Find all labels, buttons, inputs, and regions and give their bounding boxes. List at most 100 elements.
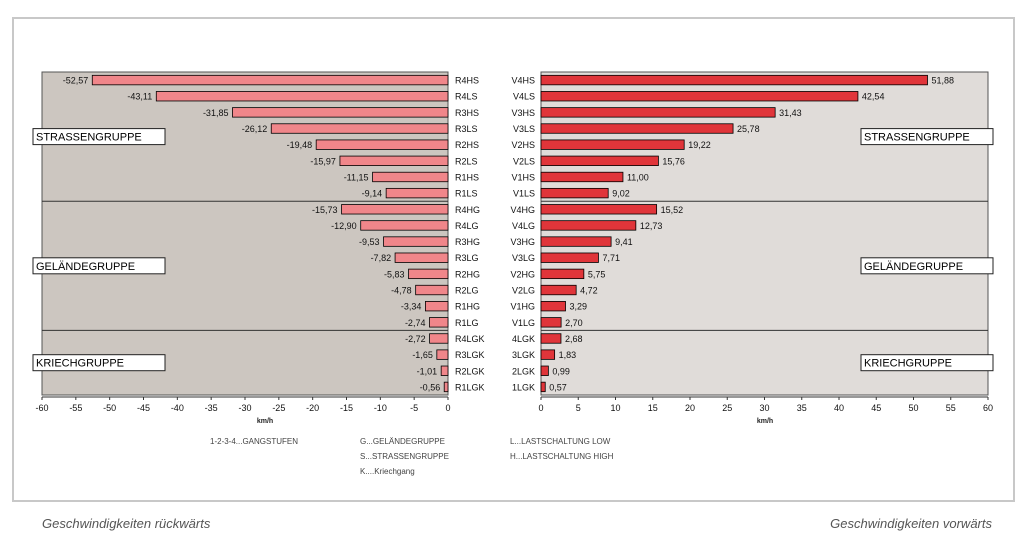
- forward-bar-V4HG: [540, 204, 658, 215]
- reverse-category-label: R2LGK: [455, 366, 485, 376]
- reverse-bar-R3LGK: [436, 349, 449, 360]
- reverse-value-label: -19,48: [287, 140, 313, 150]
- reverse-x-tick-label: 0: [445, 403, 450, 413]
- reverse-x-tick-label: -40: [171, 403, 184, 413]
- forward-value-label: 42,54: [862, 92, 885, 102]
- reverse-bar-R1HG: [424, 301, 449, 312]
- reverse-category-label: R3LGK: [455, 350, 485, 360]
- forward-value-label: 1,83: [559, 350, 577, 360]
- reverse-value-label: -1,01: [417, 366, 438, 376]
- legend-g: G...GELÄNDEGRUPPE: [360, 437, 445, 446]
- forward-group-label: STRASSENGRUPPE: [864, 132, 970, 144]
- forward-group-box: [860, 128, 994, 146]
- forward-bar-2LGK: [540, 365, 549, 376]
- forward-category-label: 3LGK: [512, 350, 535, 360]
- forward-bar-1LGK: [540, 381, 546, 393]
- forward-panel: [540, 71, 989, 396]
- forward-group-box: [860, 257, 994, 275]
- reverse-category-label: R2LS: [455, 156, 478, 166]
- forward-x-tick-label: 20: [685, 403, 695, 413]
- reverse-value-label: -15,97: [310, 156, 336, 166]
- reverse-value-label: -5,83: [384, 269, 405, 279]
- legend-h: H...LASTSCHALTUNG HIGH: [510, 452, 614, 461]
- forward-x-tick-label: 25: [722, 403, 732, 413]
- forward-category-label: 2LGK: [512, 366, 535, 376]
- forward-category-label: V2LG: [512, 286, 535, 296]
- forward-category-label: V2HG: [510, 269, 535, 279]
- reverse-bar-R1HS: [372, 171, 449, 183]
- forward-group-box: [860, 354, 994, 372]
- reverse-value-label: -4,78: [391, 286, 412, 296]
- reverse-category-label: R4LS: [455, 92, 478, 102]
- reverse-value-label: -43,11: [127, 92, 152, 102]
- reverse-group-box: [32, 257, 166, 275]
- reverse-bar-R4LGK: [429, 333, 449, 344]
- reverse-bar-R4LG: [360, 220, 449, 231]
- reverse-bar-R2LG: [415, 284, 449, 296]
- forward-value-label: 5,75: [588, 269, 606, 279]
- reverse-value-label: -12,90: [331, 221, 357, 231]
- reverse-category-label: R2LG: [455, 286, 479, 296]
- forward-value-label: 9,02: [612, 189, 630, 199]
- reverse-category-label: R4LGK: [455, 334, 485, 344]
- forward-category-label: V4HS: [511, 76, 535, 86]
- reverse-panel: [41, 71, 449, 396]
- reverse-x-tick-label: -45: [137, 403, 150, 413]
- reverse-bar-R2HG: [408, 268, 449, 280]
- reverse-bar-R2HS: [315, 139, 449, 150]
- forward-bar-V3LG: [540, 252, 599, 263]
- forward-bar-V1LG: [540, 317, 562, 328]
- forward-category-label: V2LS: [513, 156, 535, 166]
- reverse-category-label: R4LG: [455, 221, 479, 231]
- forward-bar-V2LG: [540, 284, 577, 296]
- forward-bar-V1HG: [540, 301, 566, 312]
- forward-category-label: V4LS: [513, 92, 535, 102]
- forward-value-label: 12,73: [640, 221, 663, 231]
- caption-reverse: Geschwindigkeiten rückwärts: [42, 516, 211, 531]
- reverse-bar-R4HG: [341, 204, 449, 215]
- reverse-value-label: -11,15: [344, 172, 369, 182]
- reverse-category-label: R1LGK: [455, 382, 485, 392]
- reverse-category-label: R2HG: [455, 269, 480, 279]
- reverse-bar-R2LGK: [440, 365, 449, 376]
- reverse-x-tick-label: -30: [238, 403, 251, 413]
- reverse-category-label: R1HG: [455, 302, 480, 312]
- reverse-value-label: -9,53: [359, 237, 380, 247]
- forward-category-label: V4LG: [512, 221, 535, 231]
- forward-bar-V3LS: [540, 123, 734, 134]
- reverse-category-label: R1LG: [455, 318, 479, 328]
- reverse-category-label: R1LS: [455, 189, 478, 199]
- reverse-value-label: -52,57: [63, 76, 89, 86]
- forward-bar-4LGK: [540, 333, 562, 344]
- forward-value-label: 31,43: [779, 108, 802, 118]
- reverse-value-label: -26,12: [242, 124, 268, 134]
- forward-category-label: V3HS: [511, 108, 535, 118]
- reverse-value-label: -0,56: [420, 382, 441, 392]
- reverse-group-label: KRIECHGRUPPE: [36, 358, 124, 370]
- legend-l: L...LASTSCHALTUNG LOW: [510, 437, 611, 446]
- reverse-bar-R1LG: [429, 317, 449, 328]
- reverse-value-label: -2,72: [405, 334, 426, 344]
- forward-x-tick-label: 40: [834, 403, 844, 413]
- forward-value-label: 4,72: [580, 286, 598, 296]
- reverse-group-label: STRASSENGRUPPE: [36, 132, 142, 144]
- reverse-category-label: R4HS: [455, 76, 479, 86]
- reverse-bar-R4LS: [155, 91, 449, 102]
- reverse-category-label: R1HS: [455, 172, 479, 182]
- forward-bar-V4LG: [540, 220, 637, 231]
- forward-value-label: 0,57: [549, 382, 567, 392]
- reverse-bar-R3HG: [383, 236, 449, 247]
- legend-gears: 1-2-3-4...GANGSTUFEN: [210, 437, 298, 446]
- forward-value-label: 51,88: [932, 76, 955, 86]
- forward-value-label: 3,29: [570, 302, 588, 312]
- forward-x-tick-label: 5: [576, 403, 581, 413]
- forward-bar-V1LS: [540, 187, 609, 199]
- forward-bar-3LGK: [540, 349, 556, 360]
- reverse-x-tick-label: -35: [205, 403, 218, 413]
- reverse-x-tick-label: -60: [35, 403, 48, 413]
- reverse-category-label: R3HS: [455, 108, 479, 118]
- forward-group-label: GELÄNDEGRUPPE: [864, 261, 963, 273]
- forward-value-label: 0,99: [552, 366, 570, 376]
- reverse-bar-R3LS: [270, 123, 449, 134]
- reverse-x-tick-label: -20: [306, 403, 319, 413]
